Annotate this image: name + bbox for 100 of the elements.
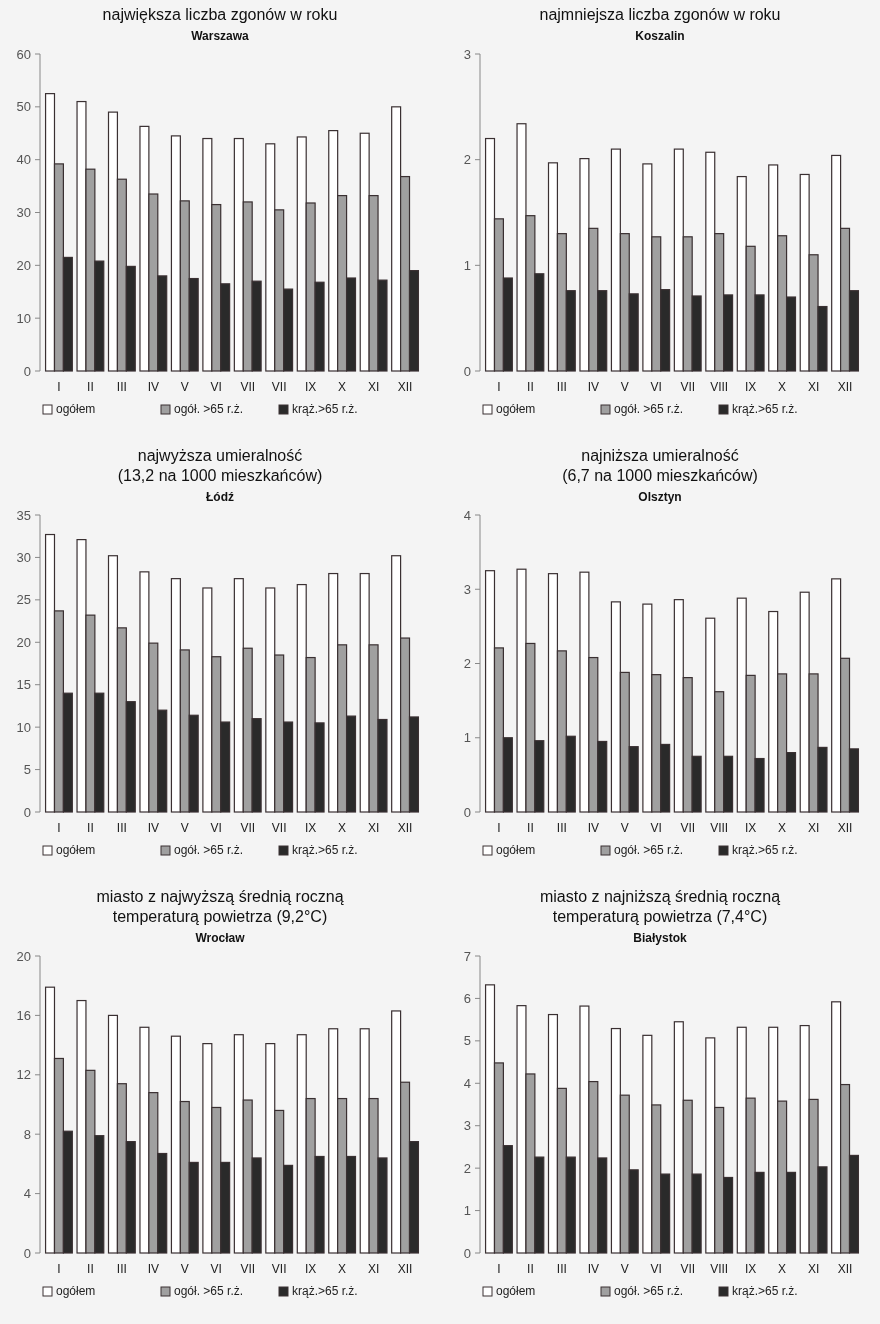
- x-tick-label: X: [778, 821, 787, 835]
- x-tick-label: XII: [837, 380, 853, 394]
- y-tick-label: 30: [16, 549, 31, 565]
- legend-label: krąż.>65 r.ż.: [732, 843, 798, 857]
- y-tick-label: 3: [463, 581, 471, 597]
- x-tick-label: II: [527, 1262, 534, 1276]
- chart-title: miasto z najniższą średnią roczną temperaturą powietrza (7,4°C): [539, 888, 781, 925]
- x-tick-label: VI: [210, 380, 222, 394]
- x-tick-label: VII: [271, 821, 287, 835]
- x-tick-label: X: [338, 1262, 347, 1276]
- y-tick-label: 5: [23, 762, 31, 778]
- y-tick-label: 10: [16, 719, 31, 735]
- legend-label: ogółem: [56, 1284, 96, 1298]
- y-tick-label: 2: [463, 656, 471, 672]
- x-tick-label: XI: [807, 1262, 820, 1276]
- legend-label: krąż.>65 r.ż.: [732, 402, 798, 416]
- y-tick-label: 5: [463, 1033, 471, 1049]
- x-tick-label: IV: [587, 380, 600, 394]
- chart-title: najniższa umieralność (6,7 na 1000 mieszkańców): [562, 447, 758, 484]
- y-tick-label: 10: [16, 310, 31, 326]
- x-tick-label: IV: [587, 821, 600, 835]
- legend-label: ogół. >65 r.ż.: [174, 1284, 244, 1298]
- y-tick-label: 3: [463, 46, 471, 62]
- y-tick-label: 25: [16, 592, 31, 608]
- y-tick-label: 1: [463, 730, 471, 746]
- chart-title: najwyższa umieralność (13,2 na 1000 mieszkańców): [117, 447, 323, 484]
- x-tick-label: IV: [147, 1262, 160, 1276]
- y-tick-label: 0: [463, 363, 471, 379]
- x-tick-label: IX: [304, 1262, 317, 1276]
- x-tick-label: VI: [650, 380, 662, 394]
- x-tick-label: VII: [271, 1262, 287, 1276]
- legend-label: krąż.>65 r.ż.: [292, 1284, 358, 1298]
- y-tick-label: 20: [16, 948, 31, 964]
- x-tick-label: IX: [304, 380, 317, 394]
- chart-title: największa liczba zgonów w roku: [102, 6, 338, 23]
- x-tick-label: VII: [240, 380, 256, 394]
- y-tick-label: 0: [23, 1245, 31, 1261]
- y-tick-label: 1: [463, 1203, 471, 1219]
- y-tick-label: 0: [23, 804, 31, 820]
- y-tick-label: 0: [23, 363, 31, 379]
- x-tick-label: VII: [680, 380, 696, 394]
- x-tick-label: VII: [240, 821, 256, 835]
- y-tick-label: 2: [463, 1160, 471, 1176]
- x-tick-label: I: [57, 380, 61, 394]
- x-tick-label: I: [497, 1262, 501, 1276]
- x-tick-label: XI: [367, 821, 380, 835]
- x-tick-label: I: [497, 821, 501, 835]
- x-tick-label: III: [556, 821, 567, 835]
- y-tick-label: 20: [16, 257, 31, 273]
- x-tick-label: IX: [744, 380, 757, 394]
- x-tick-label: II: [527, 821, 534, 835]
- x-tick-label: II: [87, 380, 94, 394]
- legend-label: krąż.>65 r.ż.: [292, 402, 358, 416]
- x-tick-label: VI: [650, 821, 662, 835]
- x-tick-label: I: [57, 1262, 61, 1276]
- x-tick-label: XII: [837, 1262, 853, 1276]
- x-tick-label: VI: [650, 1262, 662, 1276]
- y-tick-label: 0: [463, 1245, 471, 1261]
- chart-subtitle: Łódź: [206, 490, 234, 504]
- x-tick-label: XI: [367, 380, 380, 394]
- x-tick-label: XII: [397, 821, 413, 835]
- x-tick-label: VIII: [710, 821, 729, 835]
- y-tick-label: 35: [16, 507, 31, 523]
- x-tick-label: VII: [680, 1262, 696, 1276]
- x-tick-label: XI: [807, 821, 820, 835]
- chart-title: miasto z najwyższą średnią roczną temperaturą powietrza (9,2°C): [96, 888, 344, 925]
- x-tick-label: V: [620, 821, 629, 835]
- x-tick-label: VII: [240, 1262, 256, 1276]
- chart-subtitle: Białystok: [633, 931, 687, 945]
- legend-label: ogółem: [496, 402, 536, 416]
- x-tick-label: II: [527, 380, 534, 394]
- x-tick-label: X: [338, 821, 347, 835]
- x-tick-label: V: [620, 1262, 629, 1276]
- y-tick-label: 7: [463, 948, 471, 964]
- legend-label: krąż.>65 r.ż.: [292, 843, 358, 857]
- y-tick-label: 3: [463, 1118, 471, 1134]
- y-tick-label: 20: [16, 634, 31, 650]
- y-tick-label: 4: [23, 1186, 31, 1202]
- x-tick-label: IV: [147, 380, 160, 394]
- x-tick-label: VIII: [710, 380, 729, 394]
- x-tick-label: I: [57, 821, 61, 835]
- x-tick-label: IX: [744, 821, 757, 835]
- x-tick-label: V: [180, 1262, 189, 1276]
- y-tick-label: 1: [463, 257, 471, 273]
- y-tick-label: 50: [16, 99, 31, 115]
- y-tick-label: 4: [463, 1075, 471, 1091]
- chart-subtitle: Wrocław: [195, 931, 246, 945]
- legend-label: ogół. >65 r.ż.: [614, 402, 684, 416]
- x-tick-label: V: [620, 380, 629, 394]
- chart-subtitle: Koszalin: [635, 29, 685, 43]
- chart-subtitle: Warszawa: [191, 29, 250, 43]
- x-tick-label: VI: [210, 821, 222, 835]
- legend-label: krąż.>65 r.ż.: [732, 1284, 798, 1298]
- x-tick-label: IV: [587, 1262, 600, 1276]
- x-tick-label: X: [778, 380, 787, 394]
- x-tick-label: VII: [271, 380, 287, 394]
- y-tick-label: 2: [463, 152, 471, 168]
- x-tick-label: VII: [680, 821, 696, 835]
- x-tick-label: III: [116, 1262, 127, 1276]
- x-tick-label: III: [116, 380, 127, 394]
